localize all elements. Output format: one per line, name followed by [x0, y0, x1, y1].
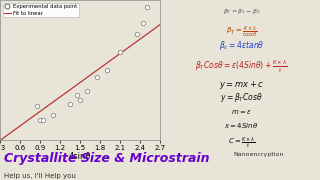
Point: [51, 114, 56, 117]
Text: $\beta_T = \frac{K \times \lambda}{tcos\theta}$: $\beta_T = \frac{K \times \lambda}{tcos\…: [226, 24, 257, 39]
Point: [141, 21, 146, 24]
Point: [104, 69, 109, 72]
Point: [134, 33, 139, 35]
Point: [68, 103, 73, 106]
X-axis label: 4sinθ: 4sinθ: [69, 152, 91, 161]
Point: [94, 76, 99, 78]
Text: $\beta_T Cos\theta = \varepsilon(4Sin\theta) + \frac{K\times\lambda}{t}$: $\beta_T Cos\theta = \varepsilon(4Sin\th…: [196, 59, 288, 75]
Text: $m = \varepsilon$: $m = \varepsilon$: [231, 108, 252, 116]
Text: $\beta_\epsilon = 4\varepsilon tan\theta$: $\beta_\epsilon = 4\varepsilon tan\theta…: [219, 39, 264, 52]
Text: Help us, I'll Help you: Help us, I'll Help you: [4, 173, 76, 179]
Text: $y = mx + c$: $y = mx + c$: [219, 79, 264, 91]
Text: $x = 4Sin\theta$: $x = 4Sin\theta$: [224, 121, 259, 130]
Point: [74, 94, 79, 96]
Point: [34, 105, 39, 108]
Text: $\beta_T = \beta_1 - \beta_2$: $\beta_T = \beta_1 - \beta_2$: [223, 7, 260, 16]
Point: [41, 119, 46, 122]
Text: Nanoencryption: Nanoencryption: [234, 152, 284, 157]
Point: [84, 89, 89, 92]
Legend: Experimental data point, Fit to linear: Experimental data point, Fit to linear: [3, 3, 78, 17]
Point: [77, 98, 83, 101]
Text: Crystallite Size & Microstrain: Crystallite Size & Microstrain: [4, 152, 210, 165]
Point: [117, 51, 123, 53]
Text: $C = \frac{K \times \lambda}{t}$: $C = \frac{K \times \lambda}{t}$: [228, 135, 255, 150]
Text: $y = \beta_T Cos\theta$: $y = \beta_T Cos\theta$: [220, 91, 263, 104]
Point: [37, 119, 43, 122]
Point: [144, 5, 149, 8]
